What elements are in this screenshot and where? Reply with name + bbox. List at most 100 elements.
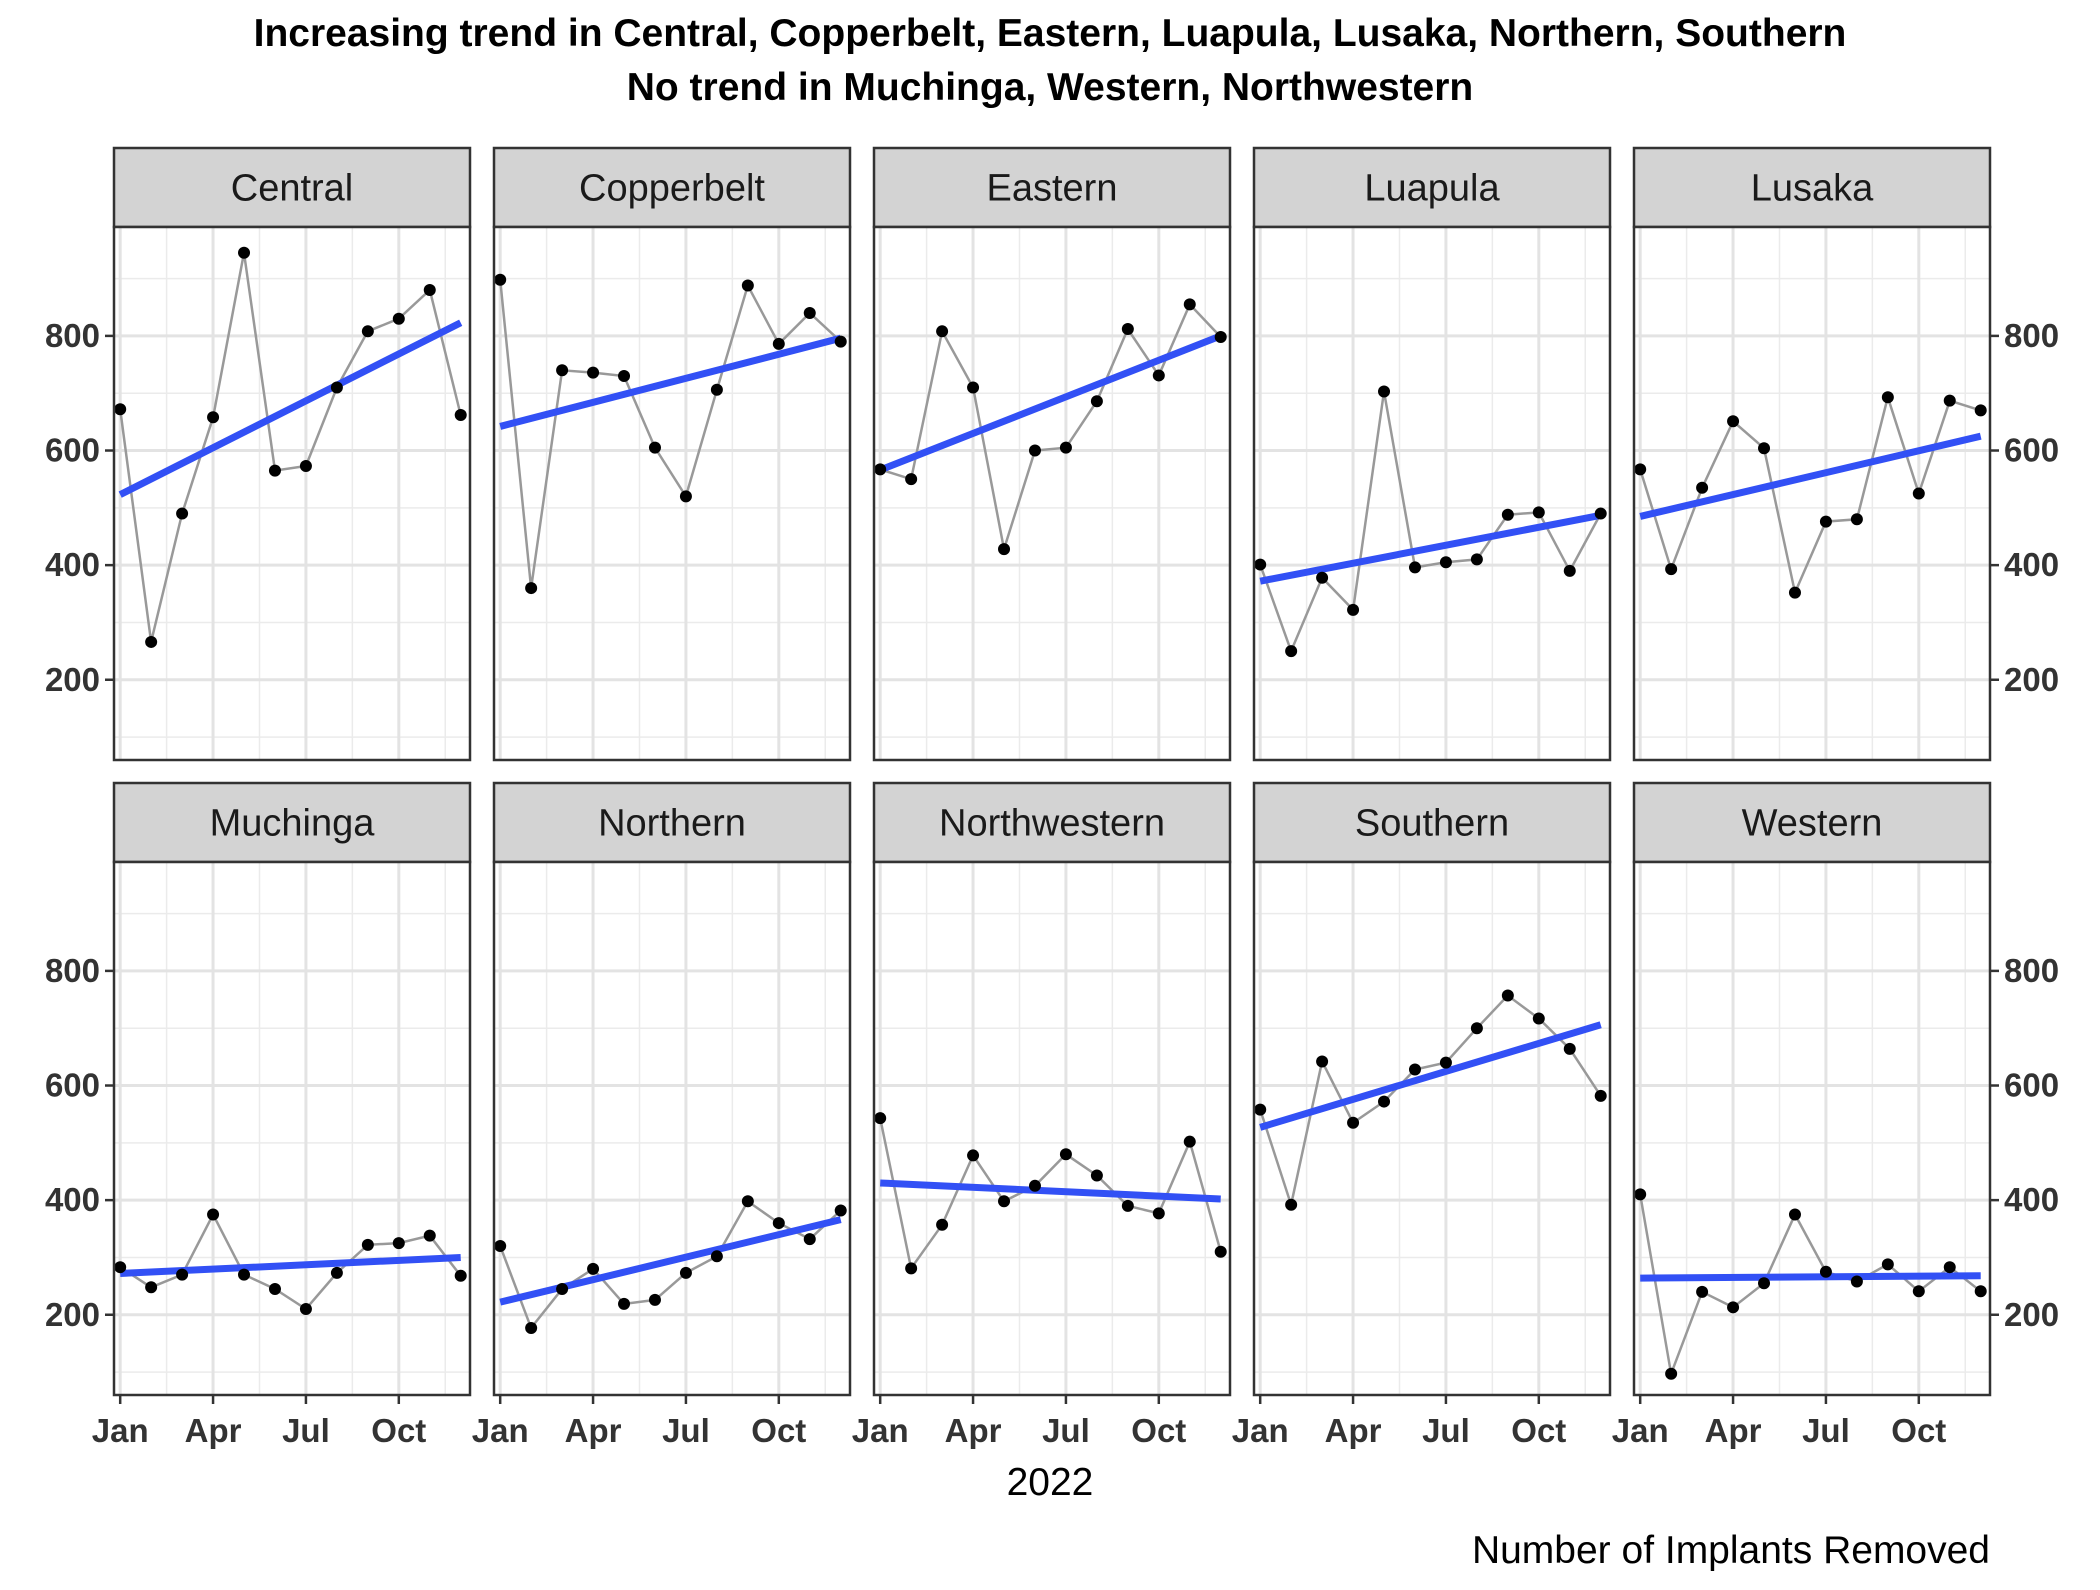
- x-tick-label: Apr: [945, 1412, 1002, 1449]
- data-point-eastern: [1090, 395, 1103, 408]
- x-tick-label: Apr: [1705, 1412, 1762, 1449]
- data-point-muchinga: [299, 1303, 312, 1316]
- plot-area-southern: [1254, 862, 1610, 1395]
- series-line-central: [118, 252, 462, 643]
- data-point-luapula: [1501, 508, 1514, 521]
- trend-line-copperbelt: [499, 334, 842, 430]
- series-line-northwestern: [878, 1117, 1222, 1272]
- panel-border-northwestern: [872, 860, 1232, 1397]
- trend-line-central: [118, 319, 463, 498]
- data-point-southern: [1439, 1056, 1452, 1069]
- y-tick-label: 800: [45, 952, 100, 989]
- plot-area-lusaka: [1634, 227, 1990, 760]
- strip-northwestern: [872, 781, 1232, 864]
- panel-central: Central 200 400 600 800: [45, 146, 472, 762]
- data-point-northwestern: [1214, 1245, 1227, 1258]
- data-point-luapula: [1408, 561, 1421, 574]
- plot-area-northern: [494, 862, 850, 1395]
- data-point-western: [1974, 1285, 1987, 1298]
- panel-border-luapula: [1252, 225, 1612, 762]
- data-point-central: [207, 411, 220, 424]
- series-line-western: [1638, 1194, 1982, 1379]
- x-tick-label: Jul: [662, 1412, 710, 1449]
- data-point-lusaka: [1758, 442, 1771, 455]
- series-line-copperbelt: [498, 279, 842, 589]
- y-axis-title: Number of Implants Removed: [1472, 1529, 1990, 1572]
- data-point-eastern: [1121, 323, 1134, 336]
- x-tick-label: Oct: [1131, 1412, 1186, 1449]
- data-point-southern: [1532, 1012, 1545, 1025]
- data-point-muchinga: [392, 1237, 405, 1250]
- panel-border-central: [112, 225, 472, 762]
- panel-border-muchinga: [112, 860, 472, 1397]
- series-line-luapula: [1259, 391, 1602, 655]
- data-point-northern: [556, 1282, 569, 1295]
- y-tick-label: 600: [2004, 1067, 2059, 1104]
- data-point-luapula: [1347, 603, 1360, 616]
- data-point-central: [176, 507, 189, 520]
- data-point-lusaka: [1912, 487, 1925, 500]
- data-point-western: [1634, 1188, 1647, 1201]
- data-point-muchinga: [238, 1268, 251, 1281]
- data-point-southern: [1470, 1022, 1483, 1035]
- trend-line-western: [1640, 1272, 1981, 1282]
- data-point-western: [1819, 1265, 1832, 1278]
- data-point-northwestern: [1028, 1179, 1041, 1192]
- data-point-northern: [587, 1262, 600, 1275]
- data-point-lusaka: [1696, 481, 1709, 494]
- data-point-lusaka: [1974, 404, 1987, 417]
- panel-luapula: Luapula: [1252, 146, 1612, 762]
- strip-label-northwestern: Northwestern: [939, 803, 1165, 845]
- data-point-muchinga: [114, 1261, 127, 1274]
- data-point-central: [114, 403, 127, 416]
- data-point-lusaka: [1634, 463, 1647, 476]
- chart-subtitle: No trend in Muchinga, Western, Northwest…: [627, 66, 1474, 109]
- trend-line-eastern: [878, 332, 1222, 474]
- y-tick-label: 400: [45, 546, 100, 583]
- strip-label-eastern: Eastern: [987, 168, 1118, 210]
- strip-southern: [1252, 781, 1612, 864]
- data-point-northern: [710, 1250, 723, 1263]
- data-point-northwestern: [936, 1218, 949, 1231]
- strip-copperbelt: [492, 146, 852, 229]
- x-tick-label: Jul: [282, 1412, 330, 1449]
- strip-muchinga: [112, 781, 472, 864]
- x-tick-label: Jan: [852, 1412, 909, 1449]
- data-point-northwestern: [1090, 1169, 1103, 1182]
- strip-northern: [492, 781, 852, 864]
- y-tick-label: 600: [45, 1067, 100, 1104]
- strip-eastern: [872, 146, 1232, 229]
- chart-title: Increasing trend in Central, Copperbelt,…: [254, 12, 1847, 55]
- data-point-copperbelt: [494, 273, 507, 286]
- data-point-northwestern: [874, 1112, 887, 1125]
- data-point-luapula: [1470, 553, 1483, 566]
- panel-western: Western 200 400 600 800 Jan Apr Jul Oct: [1612, 781, 2059, 1449]
- y-tick-label: 400: [2004, 1181, 2059, 1218]
- y-tick-label: 400: [2004, 546, 2059, 583]
- data-point-muchinga: [176, 1268, 189, 1281]
- trend-line-northwestern: [880, 1179, 1221, 1203]
- data-point-northwestern: [905, 1262, 918, 1275]
- data-point-copperbelt: [772, 337, 785, 350]
- data-point-southern: [1408, 1063, 1421, 1076]
- data-point-northern: [741, 1195, 754, 1208]
- data-point-eastern: [998, 543, 1011, 556]
- trend-line-southern: [1259, 1021, 1602, 1131]
- data-point-western: [1758, 1277, 1771, 1290]
- data-point-central: [238, 246, 251, 259]
- data-point-southern: [1378, 1095, 1391, 1108]
- x-tick-label: Jan: [1612, 1412, 1669, 1449]
- data-point-northern: [494, 1239, 507, 1252]
- data-point-western: [1912, 1285, 1925, 1298]
- y-tick-label: 600: [2004, 432, 2059, 469]
- y-tick-label: 200: [2004, 661, 2059, 698]
- panel-border-copperbelt: [492, 225, 852, 762]
- plot-area-western: [1634, 862, 1990, 1395]
- data-point-copperbelt: [679, 490, 692, 503]
- data-point-lusaka: [1819, 515, 1832, 528]
- data-point-copperbelt: [556, 364, 569, 377]
- data-point-western: [1850, 1275, 1863, 1288]
- data-point-northern: [834, 1204, 847, 1217]
- x-tick-label: Apr: [185, 1412, 242, 1449]
- y-tick-label: 200: [45, 661, 100, 698]
